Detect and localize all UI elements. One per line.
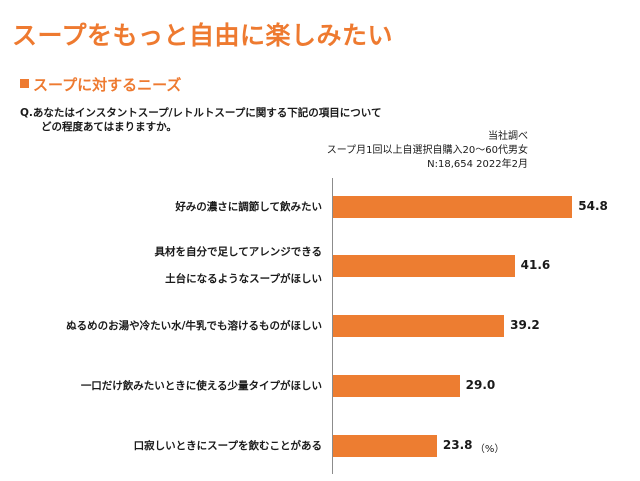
data-label: 29.0 [465,378,496,392]
bar [333,196,573,218]
unit-label: （%） [474,444,505,455]
section-subtitle: スープに対するニーズ [20,74,181,95]
survey-question: Q.あなたはインスタントスープ/レトルトスープに関する下記の項目について どの程… [20,106,381,134]
category-label-line: ぬるめのお湯や冷たい水/牛乳でも溶けるものがほしい [66,319,322,332]
data-label: 54.8 [578,199,608,213]
category-label-line: 好みの濃さに調節して飲みたい [175,200,322,213]
source-line-1: 当社調べ [488,131,528,142]
category-label: 好みの濃さに調節して飲みたい [175,194,322,221]
category-label: ぬるめのお湯や冷たい水/牛乳でも溶けるものがほしい [66,313,322,340]
data-label: 23.8 [442,438,473,452]
category-axis-line [332,178,333,474]
source-note: 当社調べ スープ月1回以上自選択自購入20～60代男女 N:18,654 202… [327,130,528,172]
data-label: 41.6 [520,258,551,272]
category-label: 一口だけ飲みたいときに使える少量タイプがほしい [81,373,322,400]
data-label: 39.2 [510,318,540,332]
category-label-line: 口寂しいときにスープを飲むことがある [133,439,322,452]
page-title: スープをもっと自由に楽しみたい [12,21,394,50]
question-line-2: どの程度あてはまりますか。 [41,121,177,133]
category-label: 口寂しいときにスープを飲むことがある [134,433,322,460]
bar [333,435,437,457]
square-bullet-icon [20,79,29,88]
section-subtitle-text: スープに対するニーズ [33,76,182,94]
category-label-line: 具材を自分で足してアレンジできる [154,246,322,258]
source-line-2: スープ月1回以上自選択自購入20～60代男女 [326,145,528,156]
bar [333,375,460,397]
bar [333,255,515,277]
source-line-3: N:18,654 2022年2月 [427,159,528,170]
category-label-line: 一口だけ飲みたいときに使える少量タイプがほしい [80,379,322,392]
question-line-1: Q.あなたはインスタントスープ/レトルトスープに関する下記の項目について [20,107,382,119]
category-label-line: 土台になるようなスープがほしい [165,273,322,285]
category-label: 具材を自分で足してアレンジできる土台になるようなスープがほしい [155,239,322,293]
bar [333,315,505,337]
